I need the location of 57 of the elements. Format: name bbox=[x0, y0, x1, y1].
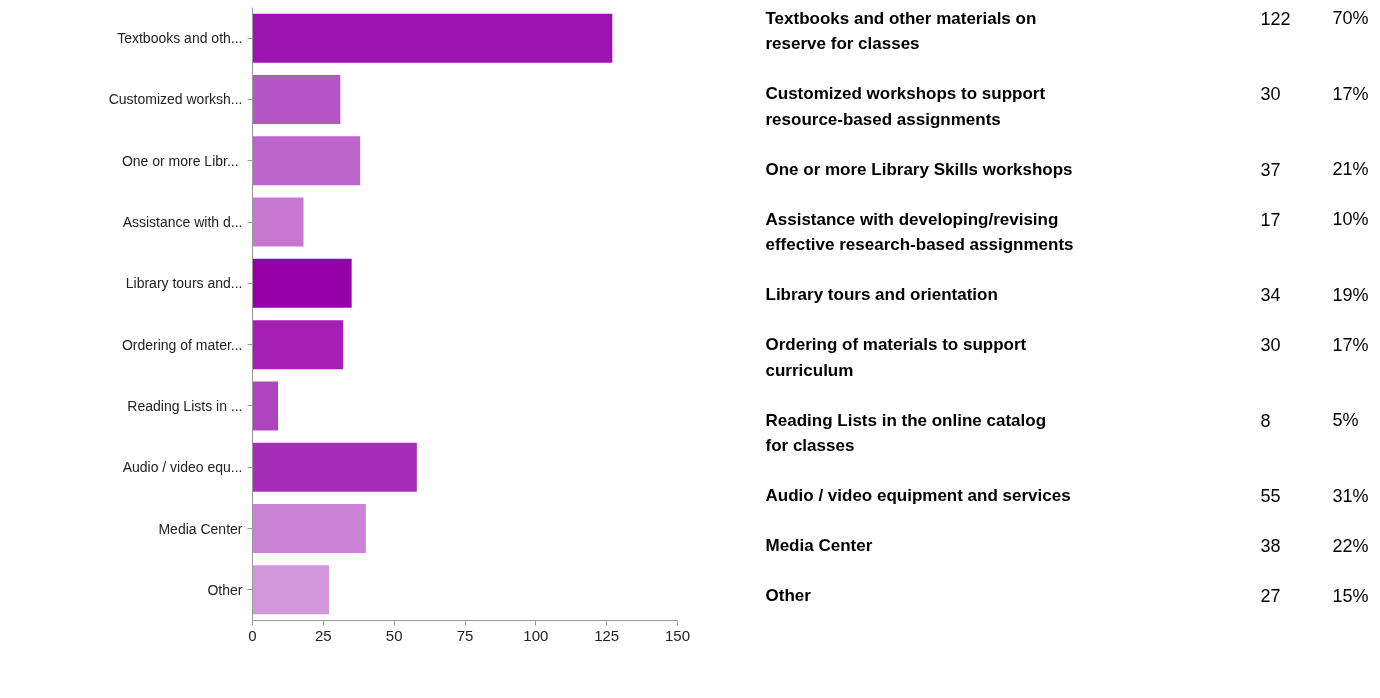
data-label: 5% bbox=[1332, 410, 1359, 431]
x-tick-label: 0 bbox=[248, 626, 257, 644]
y-tick-label: Textbooks and oth... bbox=[117, 30, 243, 47]
data-label: 30 bbox=[1260, 84, 1281, 105]
category-label: Textbooks and other materials on reserve for classes bbox=[765, 8, 1037, 54]
data-label: 34 bbox=[1260, 285, 1281, 306]
data-label: 37 bbox=[1260, 159, 1281, 180]
x-tick-label: 50 bbox=[385, 626, 403, 644]
y-tick-label: One or more Libr... bbox=[121, 152, 239, 169]
y-tick-label: Audio / video equ... bbox=[122, 459, 243, 476]
y-tick-label: Reading Lists in ... bbox=[127, 397, 243, 414]
category-label: Ordering of materials to support curriculum bbox=[765, 335, 1027, 380]
x-tick-label: 25 bbox=[314, 626, 332, 644]
y-tick-label: Ordering of mater... bbox=[121, 336, 243, 353]
y-tick-label: Library tours and... bbox=[125, 275, 243, 292]
data-label: 22% bbox=[1332, 535, 1369, 556]
data-label: 17% bbox=[1332, 334, 1369, 355]
bar bbox=[252, 442, 417, 492]
bar bbox=[252, 504, 366, 554]
data-label: 27 bbox=[1260, 586, 1281, 607]
category-label: Audio / video equipment and services bbox=[765, 486, 1071, 506]
bar bbox=[252, 136, 361, 186]
category-label: One or more Library Skills workshops bbox=[765, 159, 1073, 179]
data-label: 30 bbox=[1260, 335, 1281, 356]
bar bbox=[252, 381, 278, 431]
bar bbox=[252, 197, 304, 247]
data-label: 8 bbox=[1260, 410, 1271, 431]
data-label: 31% bbox=[1332, 485, 1369, 506]
y-tick-label: Other bbox=[207, 581, 243, 598]
data-label: 55 bbox=[1260, 486, 1281, 507]
x-tick-label: 150 bbox=[664, 626, 691, 644]
x-tick-label: 125 bbox=[594, 626, 620, 644]
y-tick-label: Assistance with d... bbox=[122, 214, 243, 231]
data-label: 122 bbox=[1260, 8, 1291, 29]
bar bbox=[252, 74, 341, 124]
data-label: 10% bbox=[1332, 209, 1369, 230]
category-label: Media Center bbox=[765, 536, 873, 556]
category-label: Library tours and orientation bbox=[765, 285, 998, 305]
category-label: Assistance with developing/revising effective research-based assignments bbox=[765, 209, 1074, 255]
x-tick-label: 100 bbox=[523, 626, 549, 644]
category-label: Other bbox=[765, 586, 812, 606]
bar bbox=[252, 258, 352, 308]
data-label: 17% bbox=[1332, 83, 1369, 104]
bar bbox=[252, 565, 329, 615]
y-tick-label: Media Center bbox=[158, 520, 243, 537]
bar bbox=[252, 13, 613, 63]
bar bbox=[252, 320, 344, 370]
category-label: Customized workshops to support resource-based assignments bbox=[765, 84, 1046, 129]
data-label: 21% bbox=[1332, 159, 1369, 180]
data-label: 38 bbox=[1260, 536, 1281, 557]
data-label: 17 bbox=[1260, 209, 1281, 230]
x-tick-label: 75 bbox=[456, 626, 474, 644]
category-label: Reading Lists in the online catalog for classes bbox=[765, 410, 1047, 456]
y-tick-label: Customized worksh... bbox=[108, 91, 243, 108]
data-label: 15% bbox=[1332, 585, 1369, 606]
data-label: 19% bbox=[1332, 284, 1369, 305]
data-label: 70% bbox=[1332, 8, 1369, 29]
